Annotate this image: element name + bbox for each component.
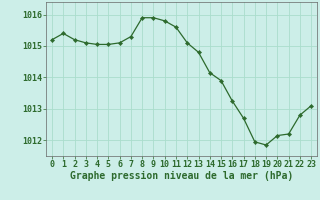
X-axis label: Graphe pression niveau de la mer (hPa): Graphe pression niveau de la mer (hPa) [70,171,293,181]
